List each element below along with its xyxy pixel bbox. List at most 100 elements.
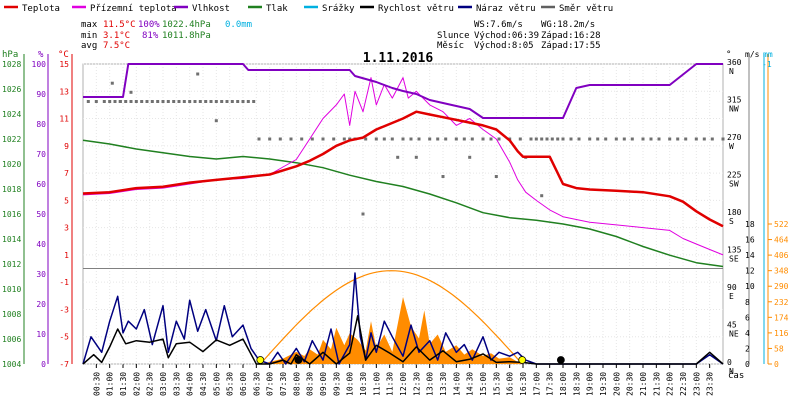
- wind-direction-point: [596, 137, 600, 141]
- humidity-tick-1: 10: [36, 330, 46, 339]
- wind-unit: m/s: [745, 50, 760, 59]
- legend-label-3: Tlak: [266, 4, 288, 14]
- sunrise-marker: [256, 356, 265, 364]
- temp-tick-6: 5: [64, 196, 69, 205]
- wind-direction-point: [150, 100, 154, 103]
- temp-tick-8: 9: [64, 142, 69, 151]
- wind-direction-point: [332, 137, 336, 141]
- wind-direction-point: [129, 100, 133, 103]
- direction-name-3: SE: [729, 255, 739, 264]
- wind-tick-6: 12: [745, 267, 755, 276]
- pressure-tick-1: 1006: [2, 335, 21, 344]
- wind-tick-5: 10: [745, 282, 755, 291]
- time-label-40: 20:30: [626, 372, 635, 396]
- wind-direction-point: [534, 137, 538, 141]
- humidity-tick-6: 60: [36, 180, 46, 189]
- solar-tick-5: 290: [774, 282, 789, 291]
- time-label-26: 13:30: [439, 372, 448, 396]
- direction-tick-3: 135: [727, 246, 742, 255]
- solar-tick-1: 58: [774, 344, 784, 353]
- solar-tick-4: 232: [774, 298, 789, 307]
- time-label-41: 21:00: [639, 372, 648, 396]
- stat-min-pres: 1011.8hPa: [162, 31, 211, 41]
- wind-tick-0: 0: [745, 360, 750, 369]
- stat-min-hum: 81%: [142, 31, 159, 41]
- wind-direction-point: [182, 100, 186, 103]
- time-unit: čas: [728, 370, 744, 381]
- wind-direction-point: [694, 137, 698, 141]
- legend-label-2: Vlhkost: [192, 4, 230, 14]
- wind-direction-point: [454, 137, 458, 141]
- stat-min-temp: 3.1°C: [103, 31, 130, 41]
- temp-tick-3: -1: [59, 278, 69, 287]
- pressure-line: [82, 139, 724, 268]
- wind-direction-point: [110, 81, 114, 85]
- temp-tick-2: -3: [59, 305, 69, 314]
- pressure-tick-10: 1024: [2, 110, 21, 119]
- solar-tick-2: 116: [774, 329, 789, 338]
- stat-max-temp: 11.5°C: [103, 20, 136, 30]
- humidity-tick-3: 30: [36, 270, 46, 279]
- wind-direction-point: [382, 137, 386, 141]
- solar-tick-7: 406: [774, 251, 789, 260]
- direction-tick-8: 360: [727, 58, 742, 67]
- wind-direction-point: [436, 137, 440, 141]
- wind-direction-point: [622, 137, 626, 141]
- time-label-29: 15:00: [479, 372, 488, 396]
- direction-name-8: N: [729, 67, 734, 76]
- time-label-38: 19:30: [599, 372, 608, 396]
- direction-unit: °: [726, 50, 731, 60]
- direction-tick-1: 45: [727, 321, 737, 330]
- direction-tick-5: 225: [727, 171, 742, 180]
- wind-direction-point: [204, 100, 208, 103]
- stat-max-label: max: [81, 20, 98, 30]
- wind-direction-point: [209, 100, 213, 103]
- time-label-14: 07:30: [279, 372, 288, 396]
- wind-direction-point: [414, 155, 418, 159]
- wind-direction-point: [108, 100, 112, 103]
- wind-direction-point: [494, 175, 498, 178]
- pressure-tick-2: 1008: [2, 310, 21, 319]
- wind-direction-point: [225, 100, 229, 103]
- wind-direction-point: [113, 100, 117, 103]
- wind-direction-point: [198, 100, 202, 103]
- wind-top-label: -1: [762, 60, 772, 69]
- time-label-2: 01:30: [119, 372, 128, 396]
- stat-ws: WS:7.6m/s: [474, 20, 523, 30]
- wind-direction-point: [246, 100, 250, 103]
- wind-direction-point: [614, 137, 618, 141]
- humidity-tick-7: 70: [36, 150, 46, 159]
- wind-direction-point: [577, 137, 581, 141]
- stat-min-label: min: [81, 31, 97, 41]
- wind-direction-point: [241, 100, 245, 103]
- humidity-tick-2: 20: [36, 300, 46, 309]
- time-label-10: 05:30: [226, 372, 235, 396]
- wind-direction-point: [444, 137, 448, 141]
- direction-name-6: W: [729, 142, 734, 151]
- direction-tick-6: 270: [727, 133, 742, 142]
- wind-direction-point: [196, 72, 200, 76]
- wind-direction-point: [657, 137, 661, 141]
- time-label-4: 02:30: [146, 372, 155, 396]
- pressure-tick-3: 1010: [2, 285, 21, 294]
- wind-tick-8: 16: [745, 236, 755, 245]
- wind-direction-point: [630, 137, 634, 141]
- wind-direction-point: [230, 100, 234, 103]
- wind-direction-point: [518, 137, 522, 141]
- stat-max-pres: 1022.4hPa: [162, 20, 211, 30]
- time-label-39: 20:00: [612, 372, 621, 396]
- wind-tick-9: 18: [745, 220, 755, 229]
- time-label-6: 03:30: [172, 372, 181, 396]
- time-label-23: 12:00: [399, 372, 408, 396]
- wind-direction-point: [220, 100, 224, 103]
- wind-direction-point: [289, 137, 293, 141]
- time-label-19: 10:00: [346, 372, 355, 396]
- stat-sun-label: Slunce: [437, 31, 470, 41]
- wind-direction-point: [374, 137, 378, 141]
- wind-direction-point: [342, 137, 346, 141]
- time-label-45: 23:00: [692, 372, 701, 396]
- wind-direction-point: [540, 194, 544, 198]
- time-label-33: 17:00: [532, 372, 541, 396]
- solar-tick-8: 464: [774, 236, 789, 245]
- pressure-tick-6: 1016: [2, 210, 21, 219]
